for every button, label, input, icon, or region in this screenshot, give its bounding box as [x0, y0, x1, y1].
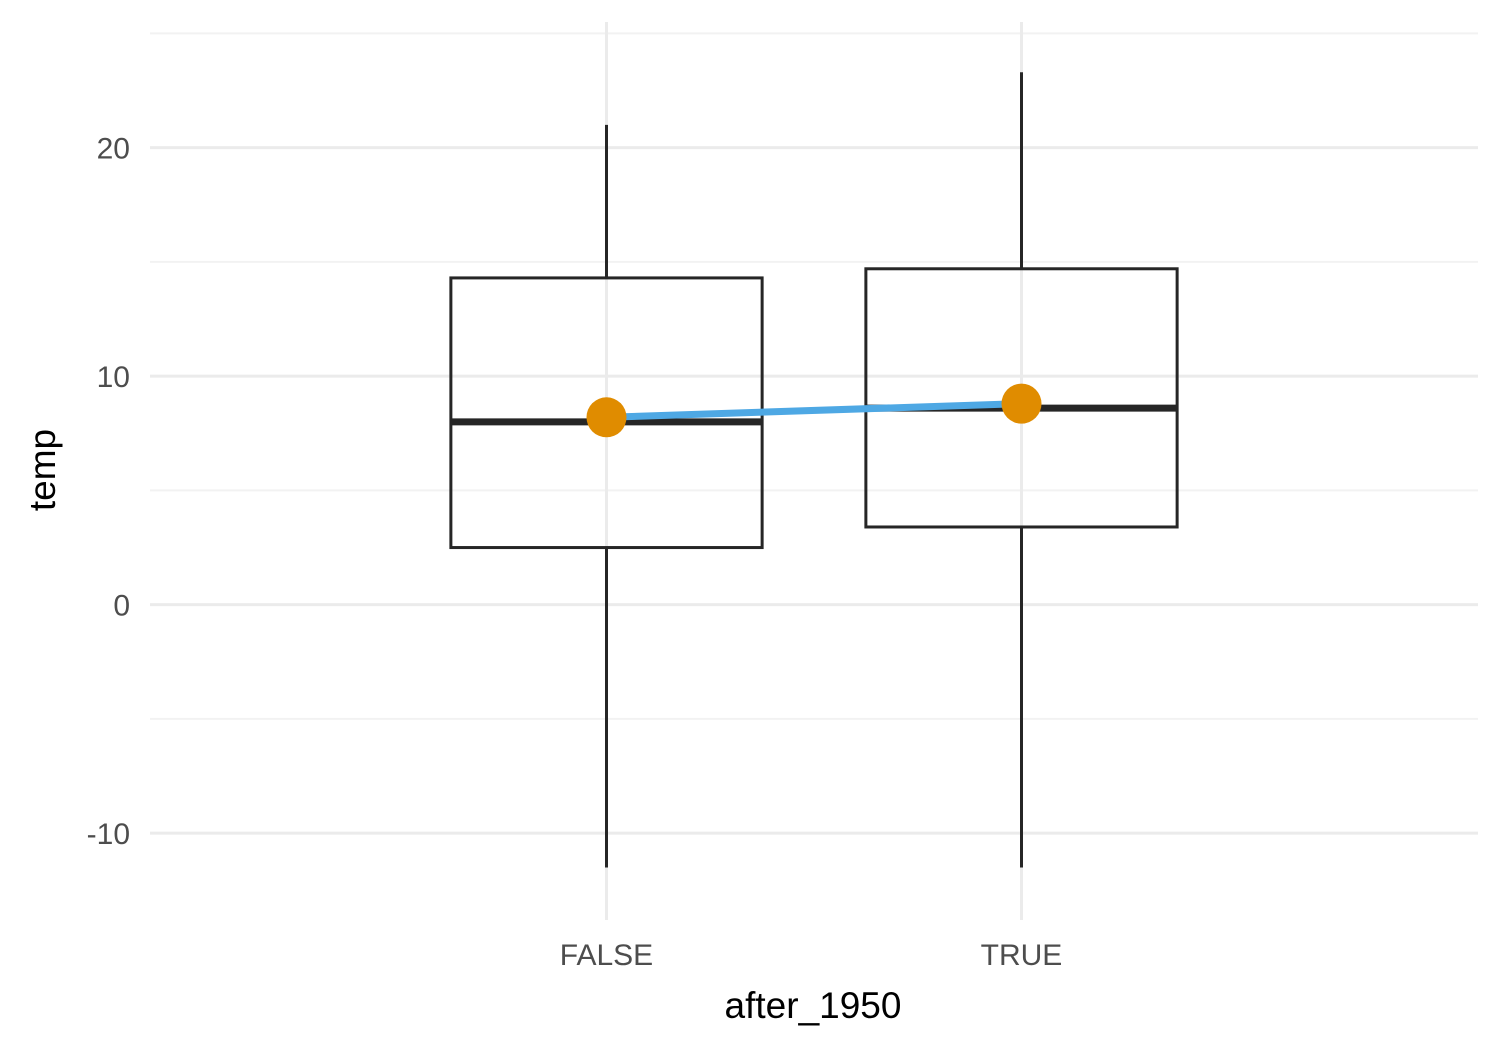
y-tick-label: 0	[113, 590, 130, 623]
boxes	[449, 72, 1179, 868]
y-tick-label: -10	[87, 818, 130, 851]
x-tick-labels: FALSE TRUE	[560, 939, 1063, 972]
y-tick-label: 10	[97, 361, 130, 394]
y-tick-label: 20	[97, 133, 130, 166]
box-iqr	[864, 267, 1179, 529]
y-axis-title: temp	[22, 429, 63, 511]
x-axis-title: after_1950	[725, 985, 902, 1026]
mean-series	[586, 383, 1042, 438]
x-tick-label: TRUE	[981, 939, 1063, 972]
x-tick-label: FALSE	[560, 939, 653, 972]
mean-point-false	[586, 397, 627, 438]
y-tick-labels: -10 0 10 20	[87, 133, 130, 851]
box-false	[449, 124, 764, 868]
box-true	[864, 72, 1179, 868]
mean-point-true	[1001, 383, 1042, 424]
grid-lines	[150, 22, 1478, 920]
mean-line	[606, 400, 1022, 421]
